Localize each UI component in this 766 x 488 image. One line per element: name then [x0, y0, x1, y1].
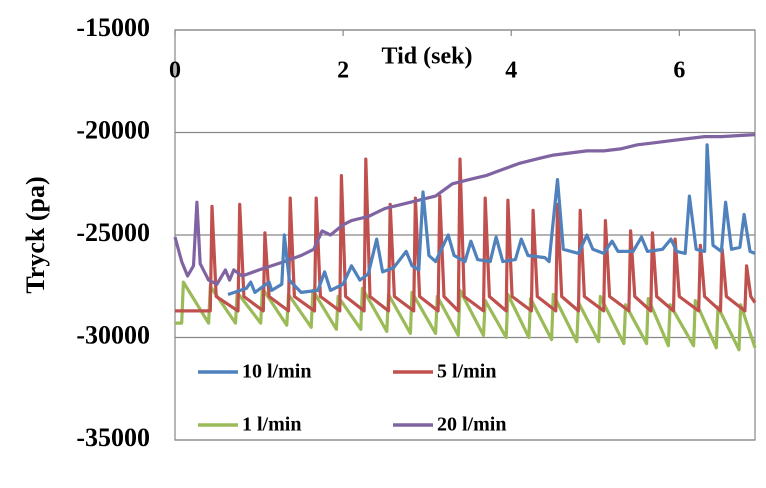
y-tick-label: -15000 [76, 13, 150, 42]
legend-label: 20 l/min [437, 414, 506, 436]
series-line [173, 133, 756, 286]
legend-label: 1 l/min [242, 414, 301, 436]
x-tick-label: 0 [169, 58, 181, 84]
series-line [175, 280, 757, 352]
x-tick-label: 4 [505, 58, 517, 84]
series-line [227, 143, 756, 297]
x-tick-label: 2 [337, 58, 349, 84]
y-tick-label: -30000 [76, 320, 150, 349]
y-tick-label: -35000 [76, 423, 150, 452]
series-line [175, 157, 757, 313]
y-tick-label: -25000 [76, 218, 150, 247]
legend-label: 10 l/min [242, 361, 311, 383]
plot-border [174, 29, 756, 441]
x-axis-title: Tid (sek) [382, 44, 473, 70]
x-tick-label: 6 [673, 58, 685, 84]
y-axis-title: Tryck (pa) [21, 176, 50, 293]
y-tick-label: -20000 [76, 115, 150, 144]
legend-label: 5 l/min [437, 361, 496, 383]
